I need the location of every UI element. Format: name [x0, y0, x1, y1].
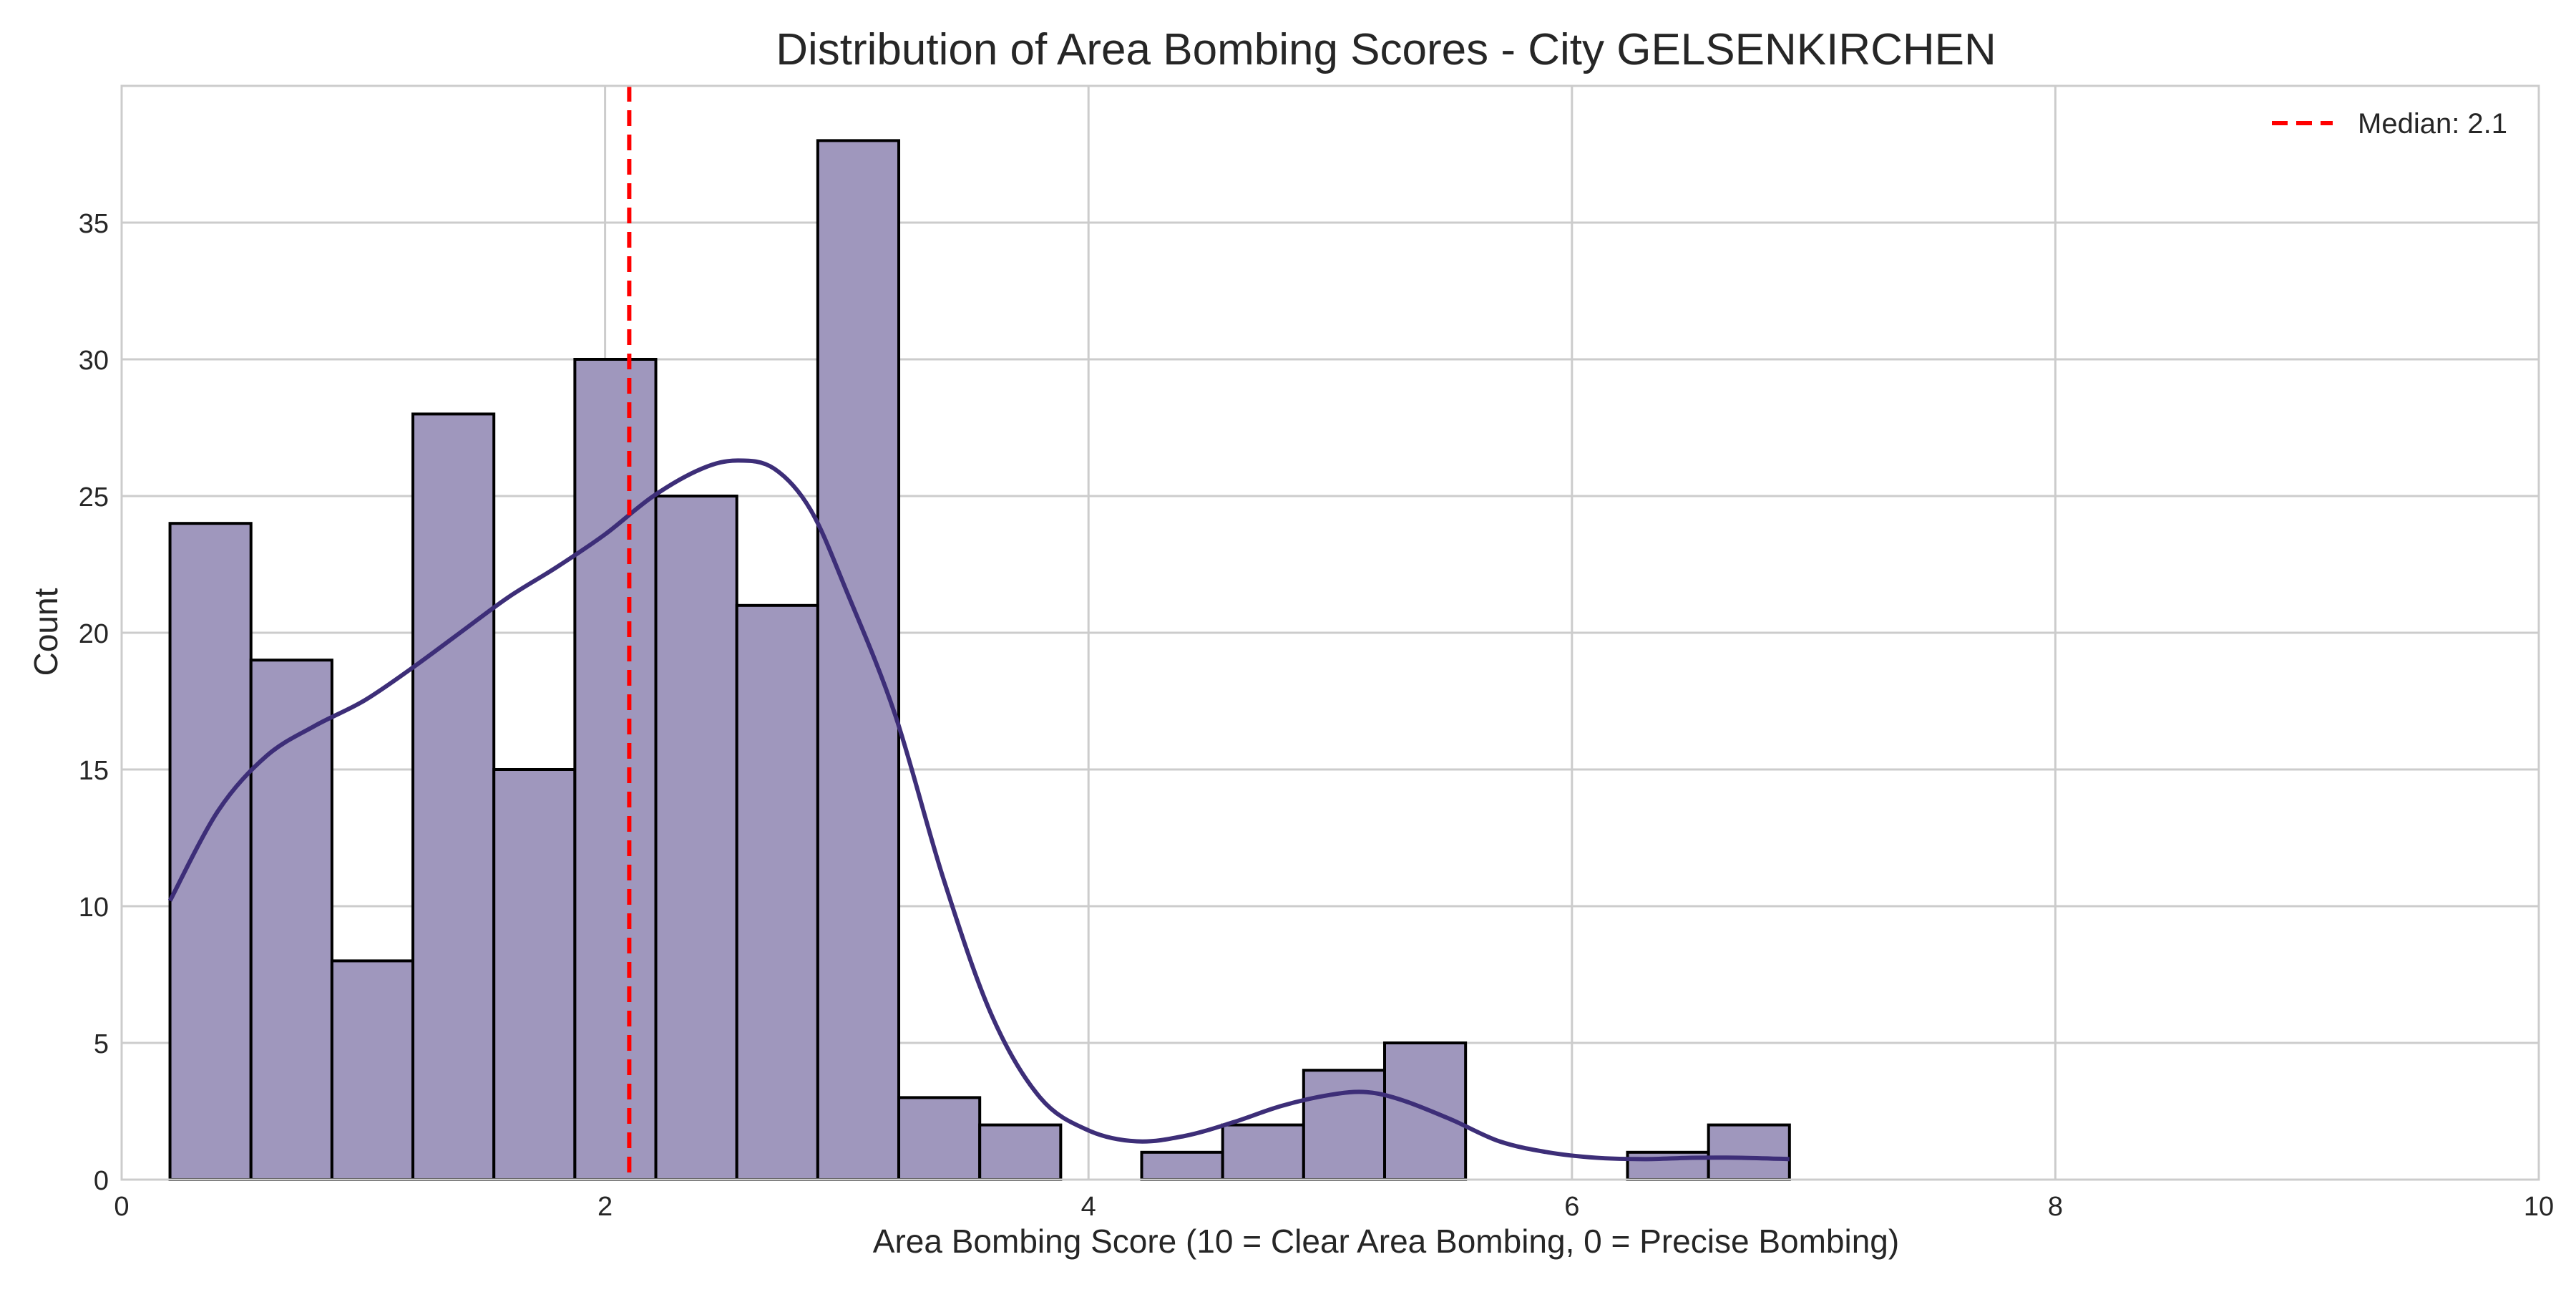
x-tick-label: 10 [2524, 1192, 2554, 1222]
x-tick-label: 4 [1081, 1192, 1096, 1222]
y-tick-label: 5 [94, 1029, 109, 1059]
y-tick-label: 10 [79, 893, 109, 923]
y-tick-label: 25 [79, 482, 109, 513]
histogram-bar [168, 522, 253, 1181]
y-tick-label: 0 [94, 1166, 109, 1196]
histogram-bar [816, 139, 901, 1181]
y-axis-label: Count [27, 588, 64, 676]
histogram-bar [1140, 1150, 1224, 1182]
y-tick-label: 30 [79, 346, 109, 376]
histogram-bar [897, 1096, 982, 1182]
y-tick-label: 35 [79, 209, 109, 239]
histogram-bar [735, 603, 819, 1181]
x-tick-label: 0 [114, 1192, 129, 1222]
histogram-bar [1383, 1041, 1468, 1181]
x-axis-label: Area Bombing Score (10 = Clear Area Bomb… [873, 1223, 1899, 1260]
y-tick-label: 15 [79, 756, 109, 786]
legend-median-label: Median: 2.1 [2358, 108, 2507, 140]
histogram-bar [1707, 1123, 1791, 1181]
histogram-bar [978, 1123, 1063, 1181]
bars-layer [168, 139, 1791, 1182]
histogram-bar [249, 659, 333, 1181]
histogram-bar [411, 412, 496, 1181]
histogram-bar [573, 358, 658, 1181]
y-tick-label: 20 [79, 619, 109, 649]
histogram-bar [1221, 1123, 1305, 1181]
histogram-bar [330, 959, 415, 1182]
plot-frame [120, 84, 2540, 1181]
kde-curve [167, 458, 1790, 1162]
x-tick-label: 6 [1564, 1192, 1579, 1222]
x-tick-label: 8 [2048, 1192, 2063, 1222]
kde-layer [167, 458, 1790, 1162]
ticks-layer: 0 2 4 6 8 10 0 5 10 15 20 25 30 35 [79, 209, 2554, 1222]
x-tick-label: 2 [597, 1192, 613, 1222]
histogram-bar [1302, 1069, 1387, 1181]
histogram-bar [492, 768, 577, 1181]
legend: Median: 2.1 [2272, 108, 2507, 140]
histogram-bar [654, 495, 738, 1181]
chart-title: Distribution of Area Bombing Scores - Ci… [776, 25, 1996, 74]
